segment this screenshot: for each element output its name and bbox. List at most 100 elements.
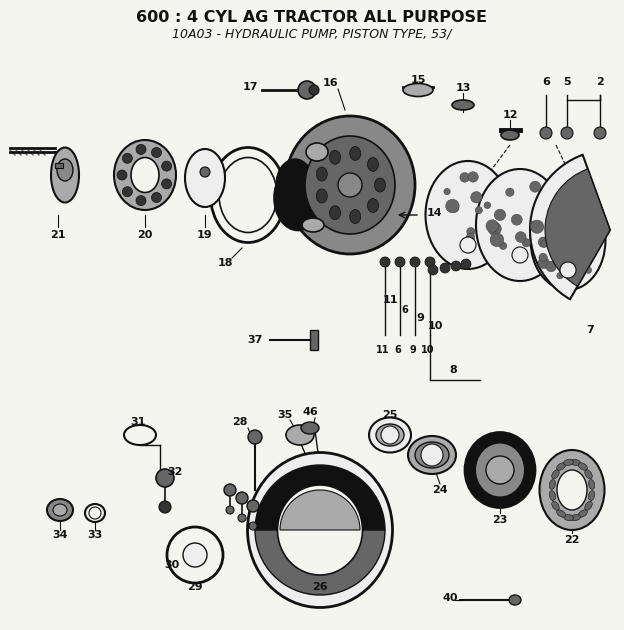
Ellipse shape <box>426 161 510 269</box>
Text: 34: 34 <box>52 530 68 540</box>
Circle shape <box>494 209 505 220</box>
Circle shape <box>428 265 438 275</box>
Text: 12: 12 <box>502 110 518 120</box>
Text: 33: 33 <box>87 530 102 540</box>
Circle shape <box>156 469 174 487</box>
Text: 13: 13 <box>456 83 470 93</box>
Text: 9: 9 <box>409 345 416 355</box>
Circle shape <box>475 207 482 214</box>
Ellipse shape <box>349 210 361 224</box>
Text: 37: 37 <box>247 335 263 345</box>
Circle shape <box>338 173 362 197</box>
Circle shape <box>460 173 469 182</box>
Circle shape <box>512 247 528 263</box>
Circle shape <box>183 543 207 567</box>
Circle shape <box>560 262 576 278</box>
Circle shape <box>446 199 459 213</box>
Ellipse shape <box>549 491 555 500</box>
Circle shape <box>594 127 606 139</box>
Ellipse shape <box>557 463 565 470</box>
Ellipse shape <box>563 459 573 466</box>
Ellipse shape <box>368 198 379 212</box>
Ellipse shape <box>248 452 392 607</box>
Ellipse shape <box>210 147 286 243</box>
Text: 25: 25 <box>383 410 397 420</box>
Ellipse shape <box>557 510 565 517</box>
Circle shape <box>451 261 461 271</box>
Circle shape <box>541 240 548 247</box>
Ellipse shape <box>549 479 555 490</box>
Circle shape <box>249 522 257 530</box>
Bar <box>310 330 318 350</box>
Circle shape <box>461 259 471 269</box>
Circle shape <box>309 85 319 95</box>
Ellipse shape <box>475 442 525 498</box>
Text: 17: 17 <box>242 82 258 92</box>
Ellipse shape <box>368 158 379 171</box>
Circle shape <box>226 506 234 514</box>
Circle shape <box>530 220 544 233</box>
Circle shape <box>522 239 530 247</box>
Text: 5: 5 <box>563 77 571 87</box>
Text: 18: 18 <box>217 258 233 268</box>
Ellipse shape <box>302 218 324 232</box>
Circle shape <box>538 257 549 268</box>
Ellipse shape <box>552 501 559 510</box>
Text: 10: 10 <box>421 345 435 355</box>
Ellipse shape <box>124 425 156 445</box>
Ellipse shape <box>588 479 595 490</box>
Circle shape <box>563 219 571 227</box>
Circle shape <box>486 220 499 232</box>
Text: 24: 24 <box>432 485 448 495</box>
Ellipse shape <box>305 136 395 234</box>
Ellipse shape <box>185 149 225 207</box>
Circle shape <box>530 221 538 229</box>
Ellipse shape <box>51 147 79 202</box>
Text: 6: 6 <box>394 345 401 355</box>
Ellipse shape <box>408 436 456 474</box>
Text: 21: 21 <box>51 230 66 240</box>
Circle shape <box>467 227 475 236</box>
Bar <box>55 163 63 168</box>
Circle shape <box>247 500 259 512</box>
Circle shape <box>117 170 127 180</box>
Ellipse shape <box>85 504 105 522</box>
Ellipse shape <box>316 189 328 203</box>
Circle shape <box>466 233 475 242</box>
Circle shape <box>162 179 172 189</box>
Circle shape <box>167 527 223 583</box>
Ellipse shape <box>374 178 386 192</box>
Text: 31: 31 <box>130 417 145 427</box>
Circle shape <box>539 237 548 248</box>
Ellipse shape <box>278 485 363 575</box>
Ellipse shape <box>501 130 519 140</box>
Circle shape <box>488 222 501 236</box>
Circle shape <box>162 161 172 171</box>
Circle shape <box>122 153 132 163</box>
Ellipse shape <box>57 159 73 181</box>
Text: 7: 7 <box>586 325 594 335</box>
Circle shape <box>565 226 578 238</box>
Text: 6: 6 <box>542 77 550 87</box>
Circle shape <box>425 257 435 267</box>
Ellipse shape <box>563 515 573 520</box>
Ellipse shape <box>552 470 559 479</box>
Circle shape <box>122 186 132 197</box>
Circle shape <box>561 127 573 139</box>
Ellipse shape <box>316 167 328 181</box>
Circle shape <box>470 192 482 203</box>
Circle shape <box>224 484 236 496</box>
Text: 32: 32 <box>167 467 183 477</box>
Text: 15: 15 <box>411 75 426 85</box>
Circle shape <box>486 456 514 484</box>
Circle shape <box>460 237 476 253</box>
Ellipse shape <box>329 151 341 164</box>
Ellipse shape <box>53 504 67 516</box>
Circle shape <box>560 208 567 215</box>
Circle shape <box>451 204 459 212</box>
Ellipse shape <box>276 159 314 211</box>
Text: 10: 10 <box>427 321 442 331</box>
Circle shape <box>380 257 390 267</box>
Ellipse shape <box>403 84 433 96</box>
Circle shape <box>515 232 526 243</box>
